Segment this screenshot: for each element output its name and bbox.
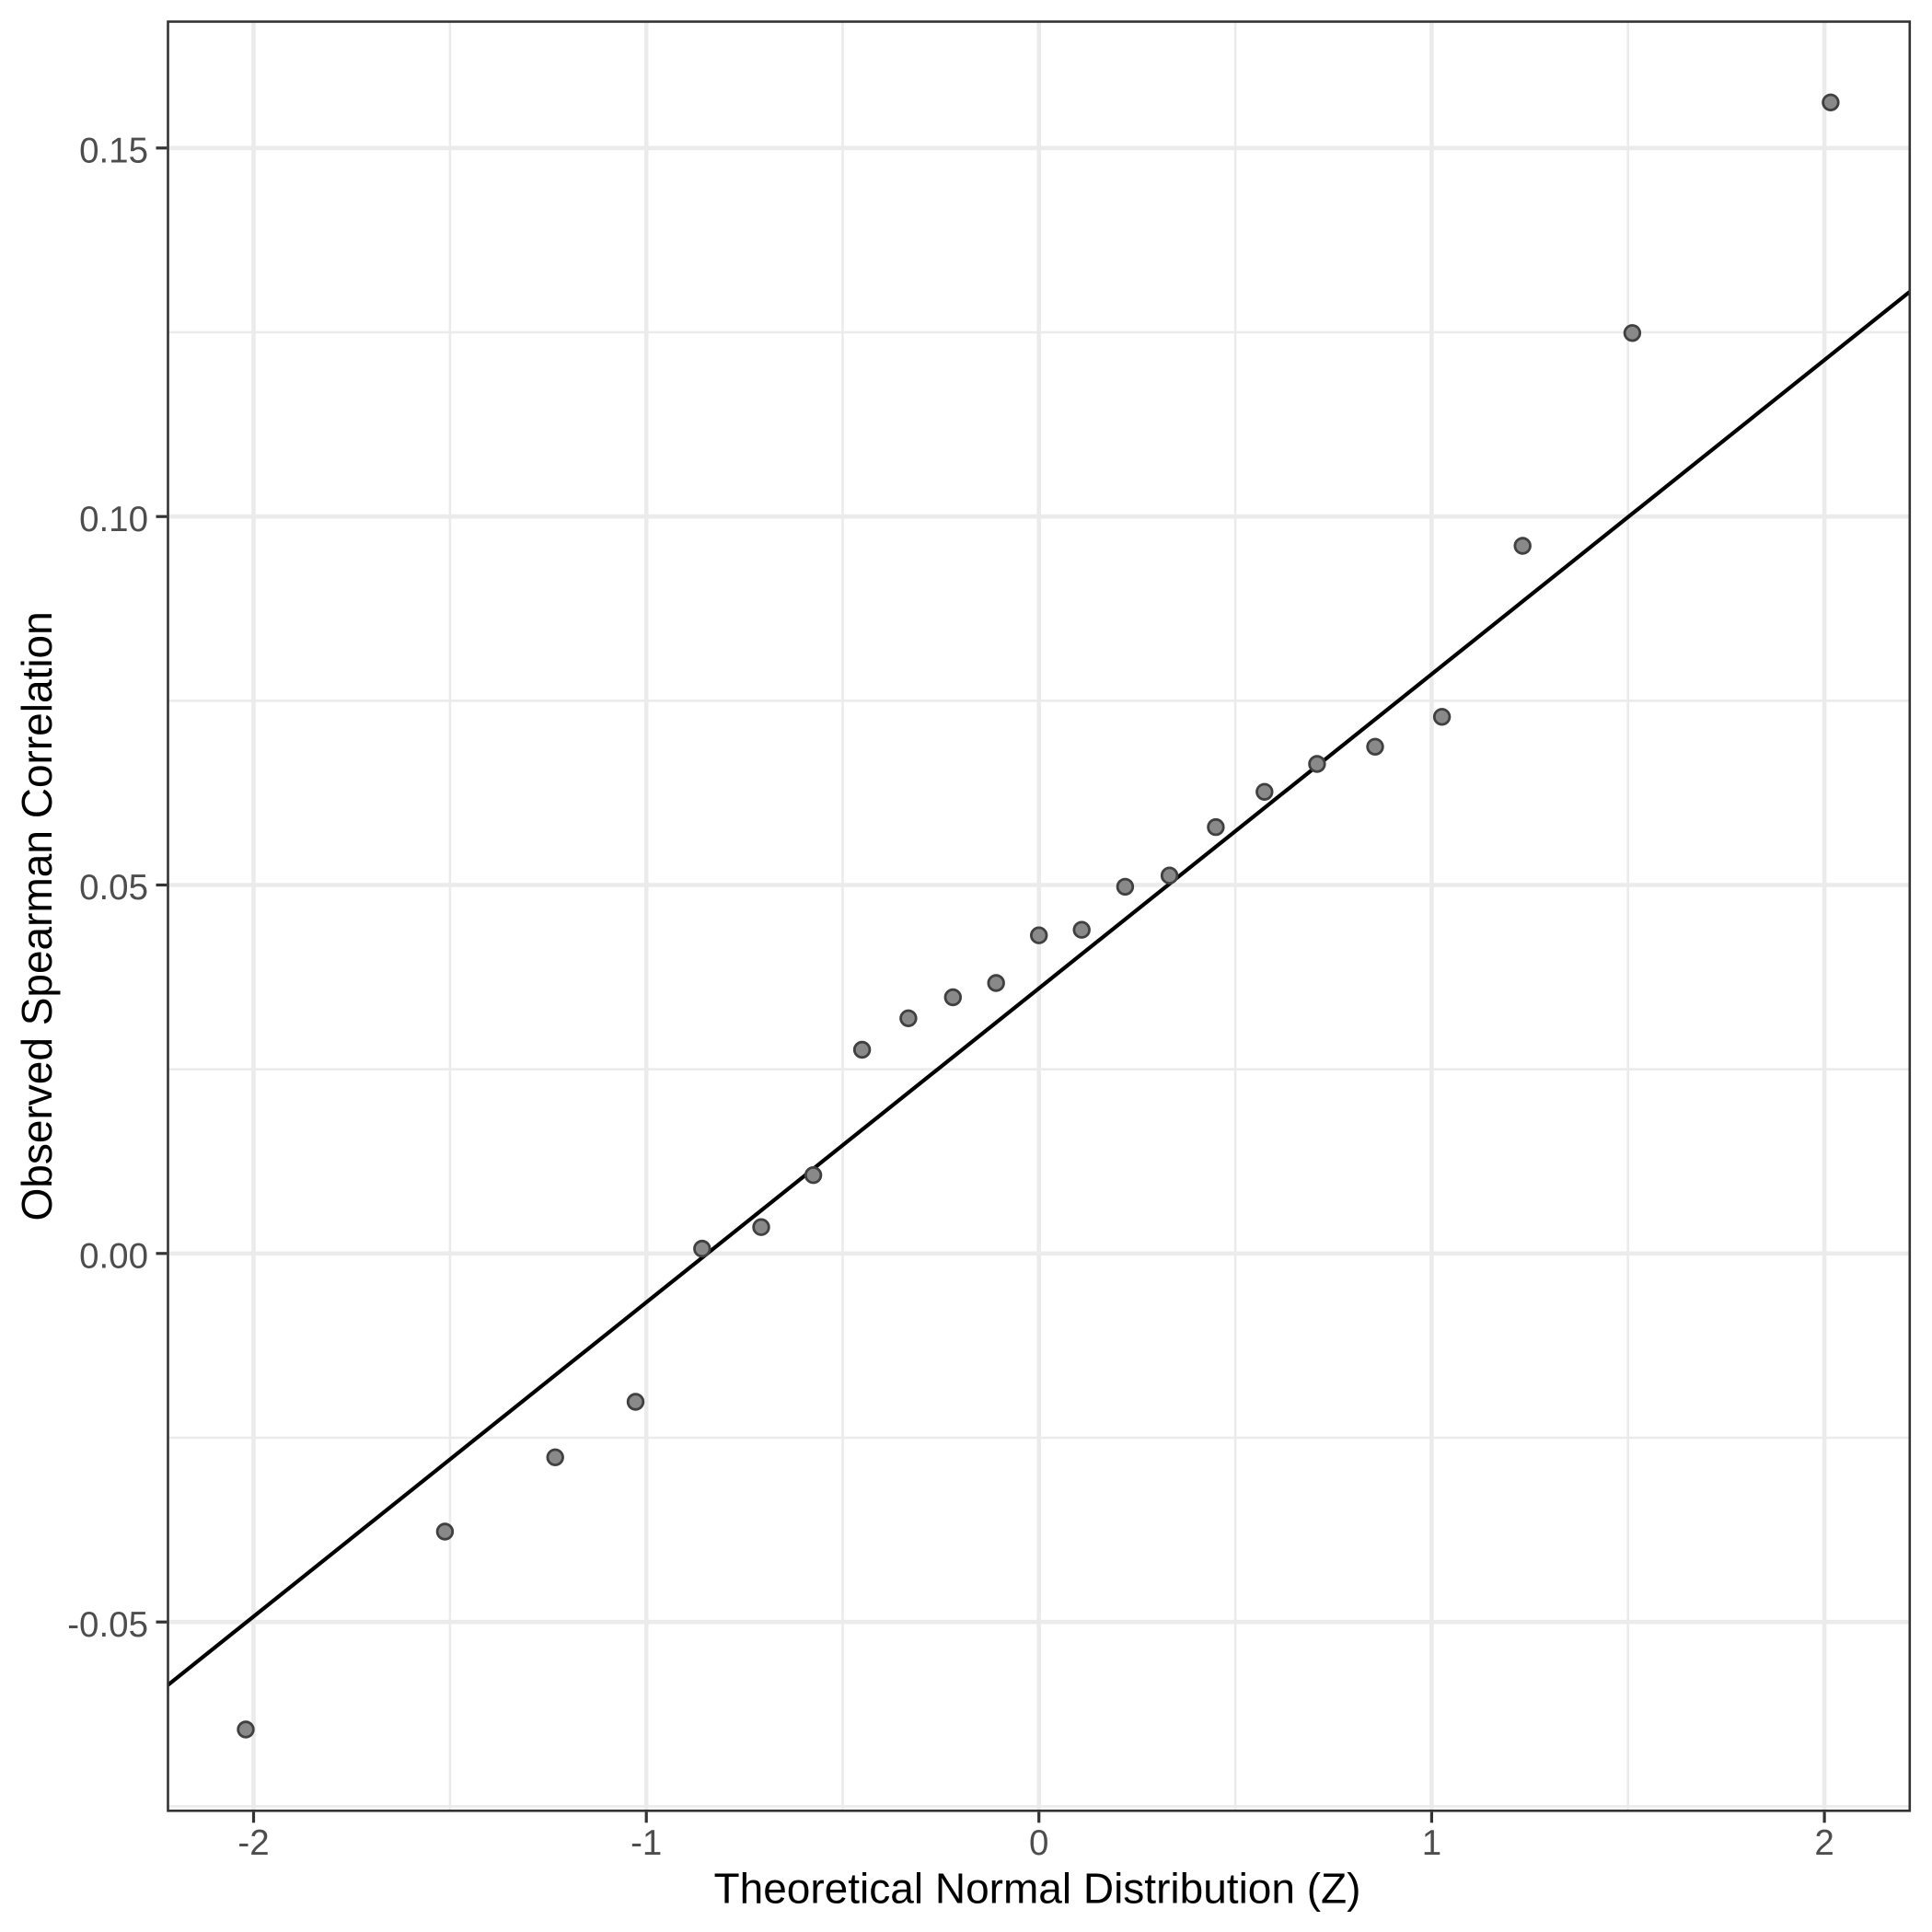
svg-text:-2: -2	[237, 1823, 269, 1863]
svg-text:0.05: 0.05	[79, 868, 148, 908]
svg-text:Observed Spearman Correlation: Observed Spearman Correlation	[13, 611, 61, 1221]
svg-text:2: 2	[1814, 1823, 1834, 1863]
svg-text:0.10: 0.10	[79, 500, 148, 539]
svg-text:0: 0	[1029, 1823, 1048, 1863]
svg-text:0.00: 0.00	[79, 1236, 148, 1276]
svg-text:1: 1	[1422, 1823, 1441, 1863]
svg-text:0.15: 0.15	[79, 131, 148, 170]
svg-text:-0.05: -0.05	[67, 1605, 148, 1645]
svg-text:Theoretical Normal Distributio: Theoretical Normal Distribution (Z)	[714, 1865, 1361, 1913]
svg-text:-1: -1	[631, 1823, 662, 1863]
